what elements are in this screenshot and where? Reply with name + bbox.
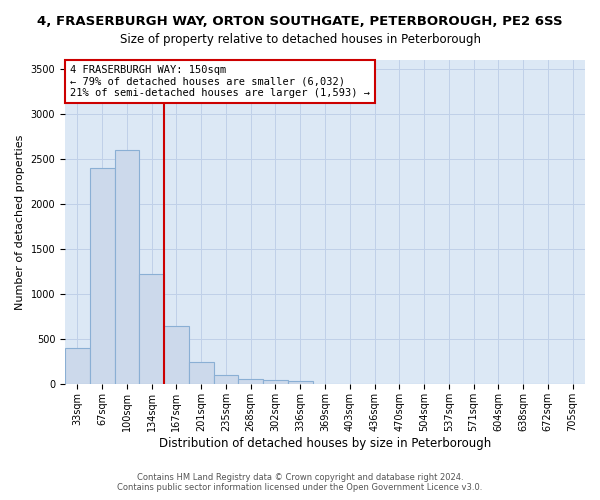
Bar [115,150,139,384]
Text: 4, FRASERBURGH WAY, ORTON SOUTHGATE, PETERBOROUGH, PE2 6SS: 4, FRASERBURGH WAY, ORTON SOUTHGATE, PET… [37,15,563,28]
Y-axis label: Number of detached properties: Number of detached properties [15,134,25,310]
Text: Size of property relative to detached houses in Peterborough: Size of property relative to detached ho… [119,32,481,46]
Bar [288,381,313,384]
Bar [164,326,189,384]
Bar [238,378,263,384]
Bar [263,380,288,384]
Bar [189,362,214,384]
Bar [214,376,238,384]
Text: 4 FRASERBURGH WAY: 150sqm
← 79% of detached houses are smaller (6,032)
21% of se: 4 FRASERBURGH WAY: 150sqm ← 79% of detac… [70,65,370,98]
Bar [90,168,115,384]
Text: Contains HM Land Registry data © Crown copyright and database right 2024.
Contai: Contains HM Land Registry data © Crown c… [118,473,482,492]
X-axis label: Distribution of detached houses by size in Peterborough: Distribution of detached houses by size … [159,437,491,450]
Bar [139,274,164,384]
Bar [65,348,90,384]
